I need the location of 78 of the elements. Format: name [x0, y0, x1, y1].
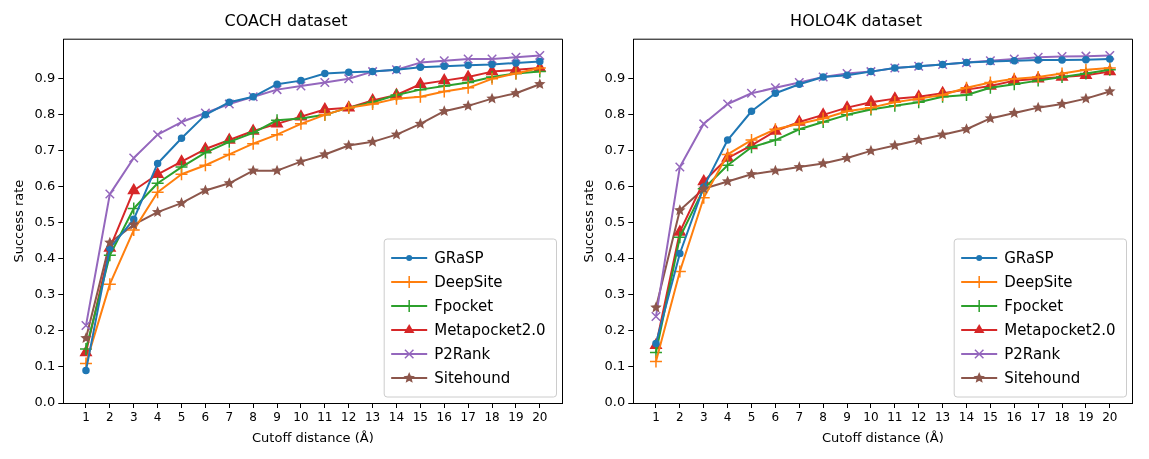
- x-tick-label: 15: [982, 410, 999, 425]
- x-tick-label: 9: [273, 410, 281, 425]
- x-tick-label: 5: [177, 410, 186, 425]
- legend-label: P2Rank: [1004, 344, 1061, 363]
- y-tick-label: 0.3: [604, 286, 626, 302]
- y-axis-title: Success rate: [11, 179, 27, 263]
- y-tick-label: 0.2: [604, 322, 626, 338]
- x-tick-label: 16: [436, 410, 452, 425]
- y-tick-label: 0.6: [604, 178, 626, 194]
- x-tick-label: 11: [317, 410, 333, 425]
- x-tick-label: 1: [82, 410, 90, 425]
- x-tick-label: 7: [225, 410, 234, 425]
- x-tick-label: 17: [460, 410, 476, 425]
- y-tick-label: 0.9: [34, 70, 56, 86]
- x-tick-label: 17: [1030, 410, 1046, 425]
- chart-title: COACH dataset: [224, 10, 348, 30]
- x-axis-title: Cutoff distance (Å): [822, 429, 944, 445]
- x-tick-label: 18: [484, 410, 500, 425]
- x-tick-label: 14: [958, 410, 975, 425]
- x-tick-label: 3: [129, 410, 138, 425]
- x-tick-label: 7: [795, 410, 804, 425]
- x-tick-label: 20: [1102, 410, 1118, 425]
- y-tick-label: 0.8: [604, 106, 626, 122]
- x-tick-label: 19: [508, 410, 524, 425]
- x-tick-label: 11: [887, 410, 903, 425]
- x-tick-label: 12: [341, 410, 357, 425]
- x-tick-label: 10: [293, 410, 309, 425]
- y-tick-label: 0.7: [604, 142, 626, 158]
- x-tick-label: 15: [412, 410, 429, 425]
- x-tick-label: 20: [532, 410, 548, 425]
- x-tick-label: 4: [723, 410, 732, 425]
- x-tick-label: 2: [106, 410, 114, 425]
- x-tick-label: 8: [819, 410, 827, 425]
- x-tick-label: 8: [249, 410, 257, 425]
- x-tick-label: 1: [652, 410, 660, 425]
- x-tick-label: 14: [388, 410, 405, 425]
- x-tick-label: 13: [934, 410, 951, 425]
- y-tick-label: 0.0: [604, 394, 626, 410]
- x-tick-label: 6: [201, 410, 210, 425]
- y-tick-label: 0.5: [34, 214, 56, 230]
- x-tick-label: 12: [911, 410, 927, 425]
- legend-label: Metapocket2.0: [1004, 320, 1116, 339]
- y-tick-label: 0.4: [604, 250, 626, 266]
- legend-label: GRaSP: [1004, 248, 1054, 267]
- x-tick-label: 5: [747, 410, 756, 425]
- legend-label: Fpocket: [434, 296, 494, 315]
- y-tick-label: 0.6: [34, 178, 56, 194]
- y-tick-label: 0.8: [34, 106, 56, 122]
- x-tick-label: 3: [699, 410, 708, 425]
- legend-label: P2Rank: [434, 344, 491, 363]
- x-tick-label: 2: [676, 410, 684, 425]
- y-tick-label: 0.5: [604, 214, 626, 230]
- legend-label: GRaSP: [434, 248, 484, 267]
- x-axis-title: Cutoff distance (Å): [252, 429, 374, 445]
- x-tick-label: 9: [843, 410, 851, 425]
- x-tick-label: 19: [1078, 410, 1094, 425]
- x-tick-label: 18: [1054, 410, 1070, 425]
- y-tick-label: 0.1: [34, 358, 56, 374]
- legend-label: DeepSite: [1004, 272, 1073, 291]
- y-tick-label: 0.3: [34, 286, 56, 302]
- legend-label: DeepSite: [434, 272, 503, 291]
- legend-label: Fpocket: [1004, 296, 1064, 315]
- chart-title: HOLO4K dataset: [790, 10, 922, 30]
- y-tick-label: 0.0: [34, 394, 56, 410]
- y-tick-label: 0.1: [604, 358, 626, 374]
- x-tick-label: 16: [1006, 410, 1022, 425]
- x-tick-label: 6: [771, 410, 780, 425]
- x-tick-label: 4: [153, 410, 162, 425]
- y-tick-label: 0.2: [34, 322, 56, 338]
- y-tick-label: 0.4: [34, 250, 56, 266]
- legend-label: Metapocket2.0: [434, 320, 546, 339]
- y-tick-label: 0.7: [34, 142, 56, 158]
- x-tick-label: 13: [364, 410, 381, 425]
- x-tick-label: 10: [863, 410, 879, 425]
- y-axis-title: Success rate: [581, 179, 597, 263]
- legend-label: Sitehound: [1004, 368, 1081, 387]
- legend-label: Sitehound: [434, 368, 511, 387]
- y-tick-label: 0.9: [604, 70, 626, 86]
